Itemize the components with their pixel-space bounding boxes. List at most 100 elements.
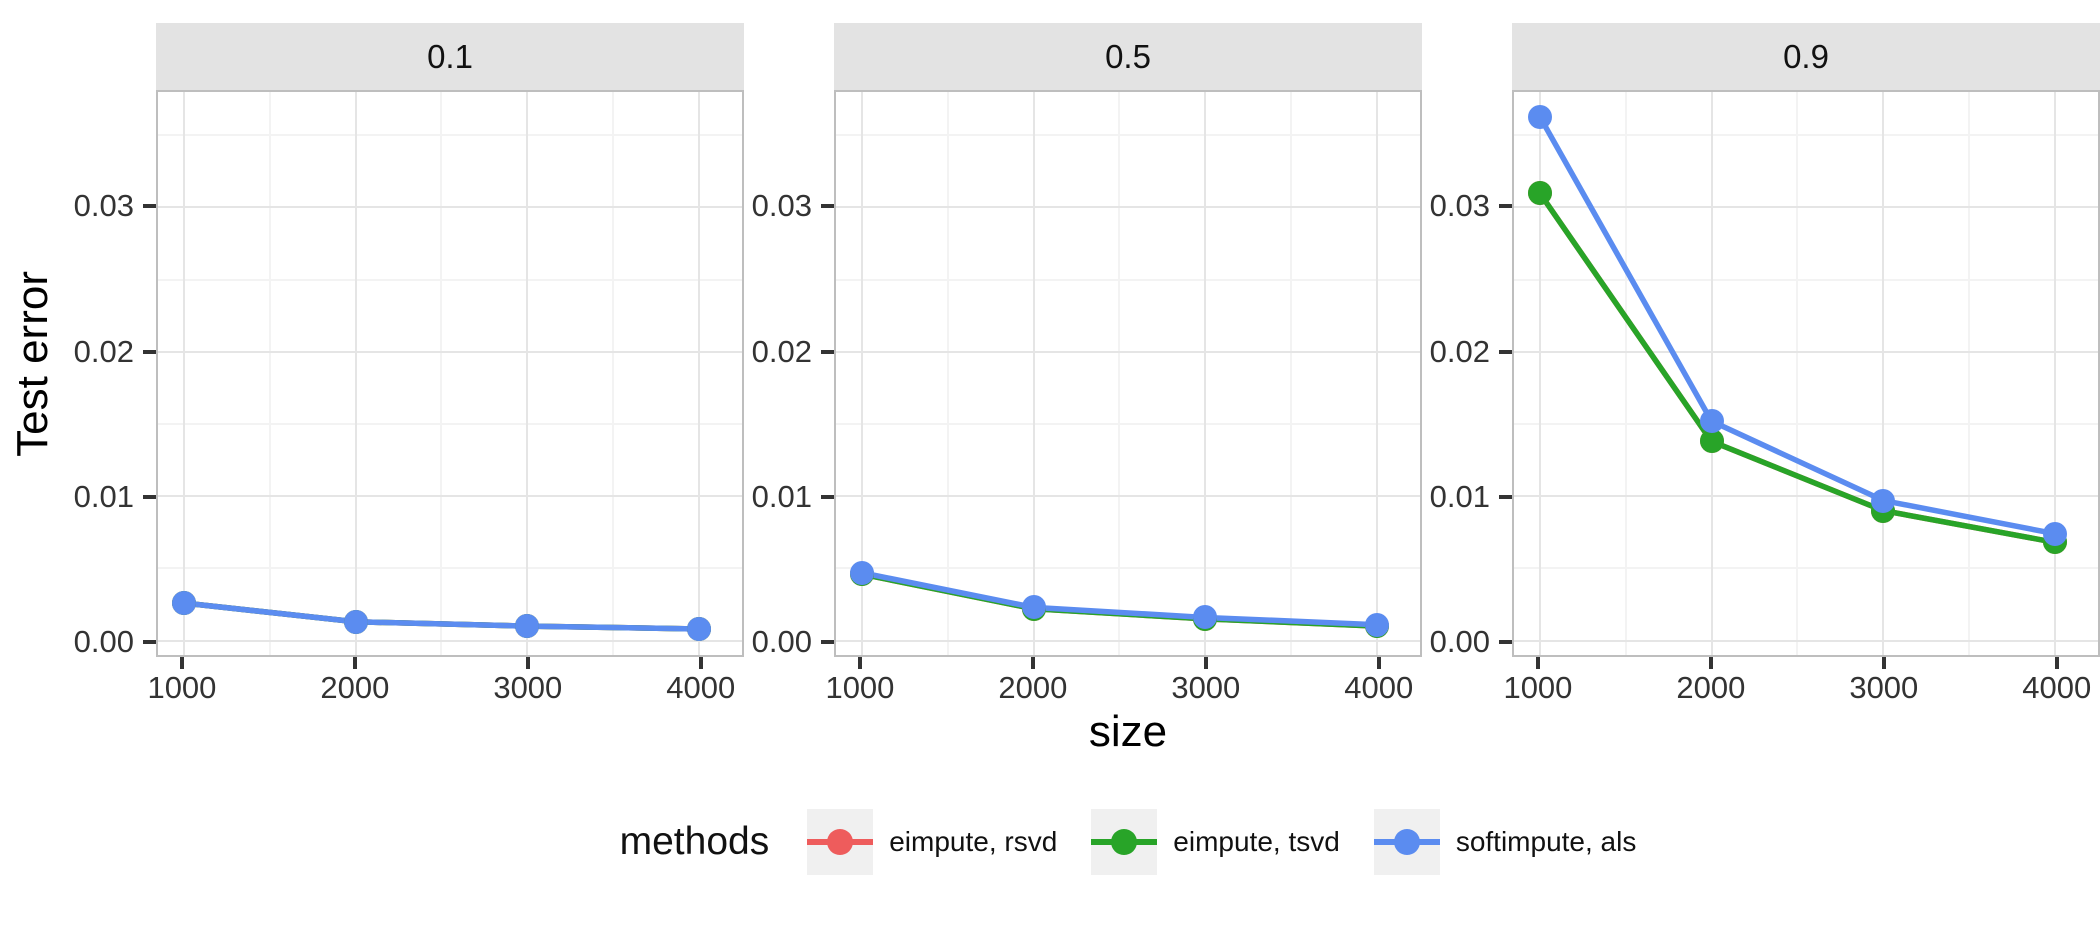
- x-axis-tick-label: 1000: [825, 670, 895, 705]
- legend-item-eimpute-tsvd: eimpute, tsvd: [1091, 809, 1340, 875]
- x-axis-tick-label: 4000: [666, 670, 736, 705]
- facet-0.5: 0.5 0.00 0.01 0.02 0.03 1000 2000 3000 4000: [744, 23, 1422, 705]
- gridline-major-horizontal: [836, 639, 1420, 642]
- x-axis-tick-label: 3000: [1171, 670, 1241, 705]
- gridline-minor-horizontal: [158, 134, 742, 137]
- gridline-major-vertical: [1710, 92, 1713, 655]
- legend-key: [1091, 809, 1158, 875]
- gridline-minor-vertical: [946, 92, 949, 655]
- x-axis: 1000 2000 3000 4000: [1503, 657, 2100, 705]
- gridline-minor-horizontal: [1514, 423, 2098, 426]
- data-point: [2043, 521, 2068, 546]
- point-swatch-icon: [1111, 829, 1138, 855]
- y-axis-tick: [1499, 640, 1512, 645]
- series-line-layer: [1514, 92, 2098, 655]
- y-axis-tick: [143, 349, 156, 354]
- gridline-major-horizontal: [1514, 206, 2098, 209]
- y-axis: 0.00 0.01 0.02 0.03: [66, 90, 156, 660]
- facet-strip-label: 0.1: [427, 37, 473, 75]
- legend-title: methods: [619, 820, 770, 863]
- gridline-minor-horizontal: [1514, 567, 2098, 570]
- series-line: [1540, 193, 2055, 542]
- series-line: [862, 573, 1377, 625]
- y-axis-tick-label: 0.02: [1429, 333, 1490, 369]
- gridline-major-horizontal: [836, 350, 1420, 353]
- gridline-major-vertical: [1376, 92, 1379, 655]
- y-axis-tick-label: 0.02: [751, 333, 812, 369]
- gridline-minor-horizontal: [1514, 278, 2098, 281]
- data-point: [1021, 595, 1046, 620]
- x-axis-tick: [698, 657, 703, 669]
- gridline-major-vertical: [1032, 92, 1035, 655]
- x-axis-tick: [1030, 657, 1035, 669]
- data-point: [1527, 104, 1552, 129]
- data-point: [1699, 409, 1724, 434]
- gridline-major-vertical: [1538, 92, 1541, 655]
- y-axis-tick-label: 0.00: [751, 624, 812, 660]
- series-line-layer: [158, 92, 742, 655]
- legend-label: softimpute, als: [1455, 826, 1637, 857]
- x-axis-tick-label: 1000: [147, 670, 217, 705]
- x-axis-tick: [1708, 657, 1713, 669]
- y-axis-tick-label: 0.00: [1429, 624, 1490, 660]
- facet-strip: 0.5: [834, 23, 1422, 90]
- x-axis-tick: [352, 657, 357, 669]
- gridline-minor-vertical: [1290, 92, 1293, 655]
- faceted-line-chart: Test error 0.1 0.00 0.01 0.02 0.03 1000 2000…: [0, 23, 2100, 875]
- x-axis-tick: [2054, 657, 2059, 669]
- gridline-minor-vertical: [1968, 92, 1971, 655]
- x-axis-tick: [1203, 657, 1208, 669]
- x-axis-tick: [857, 657, 862, 669]
- gridline-minor-horizontal: [158, 423, 742, 426]
- gridline-major-vertical: [1882, 92, 1885, 655]
- gridline-major-vertical: [698, 92, 701, 655]
- y-axis-tick-label: 0.03: [751, 188, 812, 224]
- data-point: [687, 617, 712, 641]
- series-line: [862, 574, 1377, 626]
- gridline-major-horizontal: [1514, 495, 2098, 498]
- x-axis-tick: [1535, 657, 1540, 669]
- x-axis-tick: [1881, 657, 1886, 669]
- x-axis-tick-label: 3000: [1849, 670, 1919, 705]
- data-point: [849, 560, 874, 585]
- gridline-minor-horizontal: [836, 423, 1420, 426]
- gridline-major-horizontal: [836, 495, 1420, 498]
- facet-strip: 0.9: [1512, 23, 2100, 90]
- facet-strip-label: 0.5: [1105, 37, 1151, 75]
- y-axis-tick: [1499, 495, 1512, 500]
- gridline-major-vertical: [526, 92, 529, 655]
- data-point: [343, 609, 368, 634]
- y-axis: 0.00 0.01 0.02 0.03: [1422, 90, 1512, 660]
- gridline-minor-vertical: [1624, 92, 1627, 655]
- series-line: [1540, 117, 2055, 534]
- x-axis-tick-label: 1000: [1503, 670, 1573, 705]
- gridline-minor-vertical: [268, 92, 271, 655]
- gridline-major-horizontal: [1514, 639, 2098, 642]
- y-axis-tick: [1499, 349, 1512, 354]
- facet-strip-label: 0.9: [1783, 37, 1829, 75]
- gridline-major-horizontal: [158, 350, 742, 353]
- x-axis-title: size: [1088, 707, 1168, 756]
- gridline-major-horizontal: [158, 639, 742, 642]
- data-point: [1871, 488, 1896, 513]
- facet-strip: 0.1: [156, 23, 744, 90]
- series-line: [184, 603, 699, 629]
- y-axis-tick: [143, 204, 156, 209]
- gridline-major-vertical: [2054, 92, 2057, 655]
- y-axis-tick-label: 0.03: [1429, 188, 1490, 224]
- series-line-layer: [836, 92, 1420, 655]
- legend-label: eimpute, rsvd: [889, 826, 1058, 857]
- gridline-minor-horizontal: [158, 278, 742, 281]
- x-axis-tick: [1376, 657, 1381, 669]
- y-axis-tick: [821, 640, 834, 645]
- data-point: [1193, 605, 1218, 630]
- y-axis-tick: [821, 349, 834, 354]
- data-point: [171, 591, 196, 616]
- gridline-minor-horizontal: [158, 567, 742, 570]
- x-axis: 1000 2000 3000 4000: [825, 657, 1422, 705]
- x-axis-tick-label: 4000: [1344, 670, 1414, 705]
- series-line: [1540, 193, 2055, 542]
- y-axis-title: Test error: [0, 23, 66, 705]
- y-axis-tick-label: 0.00: [73, 624, 134, 660]
- y-axis-tick: [821, 204, 834, 209]
